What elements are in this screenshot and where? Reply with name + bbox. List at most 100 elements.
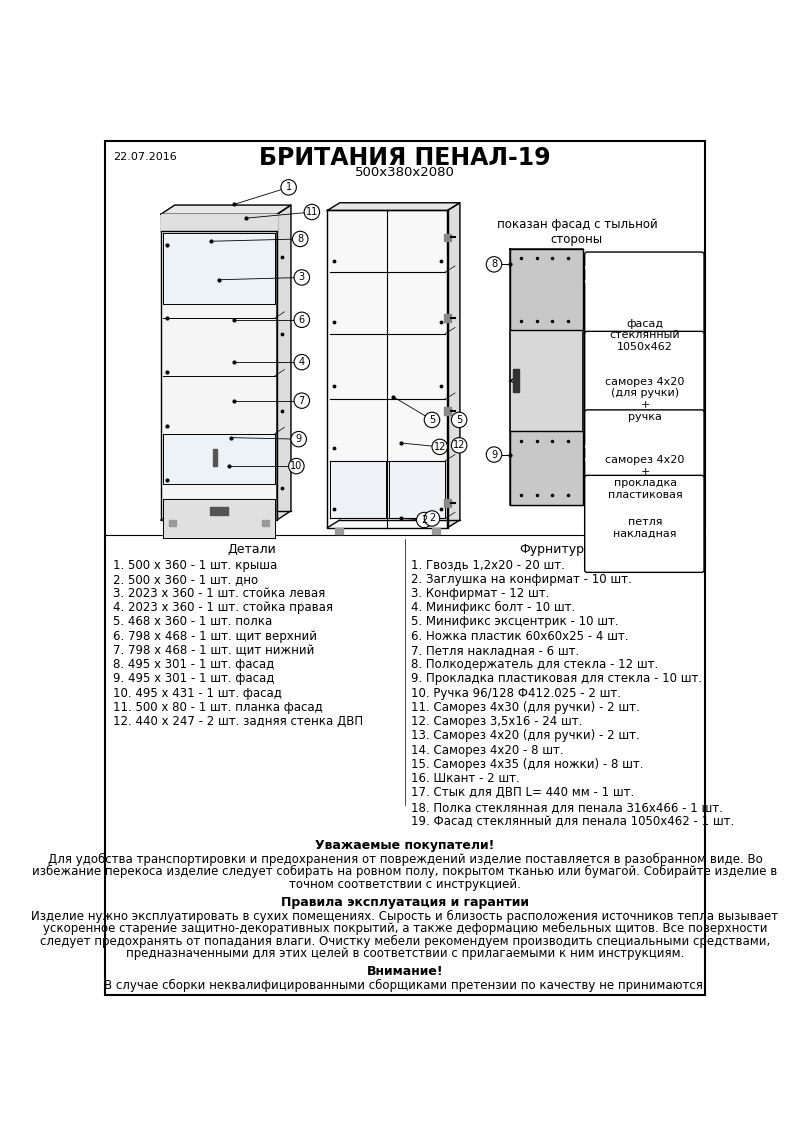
Polygon shape (447, 202, 460, 528)
Text: 6: 6 (299, 315, 305, 325)
Polygon shape (510, 249, 583, 505)
Text: 1. 500 х 360 - 1 шт. крыша: 1. 500 х 360 - 1 шт. крыша (113, 558, 277, 572)
Text: 6. Ножка пластик 60х60х25 - 4 шт.: 6. Ножка пластик 60х60х25 - 4 шт. (411, 630, 629, 642)
FancyBboxPatch shape (585, 332, 704, 459)
Text: 4: 4 (299, 357, 305, 367)
Text: 8. 495 х 301 - 1 шт. фасад: 8. 495 х 301 - 1 шт. фасад (113, 658, 274, 672)
Text: 1. Гвоздь 1,2х20 - 20 шт.: 1. Гвоздь 1,2х20 - 20 шт. (411, 558, 565, 572)
Text: Детали: Детали (227, 543, 276, 556)
Text: Правила эксплуатация и гарантии: Правила эксплуатация и гарантии (281, 897, 529, 909)
Circle shape (487, 256, 502, 272)
Polygon shape (389, 461, 446, 519)
Bar (583, 264, 595, 284)
Polygon shape (163, 500, 275, 538)
Text: саморез 4х20
+
прокладка
пластиковая: саморез 4х20 + прокладка пластиковая (605, 456, 685, 500)
Circle shape (294, 312, 310, 327)
Circle shape (416, 512, 432, 528)
FancyBboxPatch shape (585, 476, 704, 573)
Polygon shape (163, 233, 275, 305)
Text: 18. Полка стеклянная для пенала 316х466 - 1 шт.: 18. Полка стеклянная для пенала 316х466 … (411, 801, 723, 813)
Text: 10: 10 (290, 461, 303, 471)
Polygon shape (160, 205, 291, 214)
Polygon shape (168, 520, 176, 526)
Text: Фурнитура: Фурнитура (520, 543, 592, 556)
Text: следует предохранять от попадания влаги. Очистку мебели рекомендуем производить : следует предохранять от попадания влаги.… (40, 935, 770, 947)
Text: 11: 11 (306, 207, 318, 217)
Text: 13. Саморез 4х20 (для ручки) - 2 шт.: 13. Саморез 4х20 (для ручки) - 2 шт. (411, 729, 640, 742)
Text: 1: 1 (285, 182, 292, 192)
Text: 15. Саморез 4х35 (для ножки) - 8 шт.: 15. Саморез 4х35 (для ножки) - 8 шт. (411, 758, 644, 771)
Text: 9. Прокладка пластиковая для стекла - 10 шт.: 9. Прокладка пластиковая для стекла - 10… (411, 673, 702, 685)
Text: Уважаемые покупатели!: Уважаемые покупатели! (315, 839, 495, 852)
Text: 16. Шкант - 2 шт.: 16. Шкант - 2 шт. (411, 772, 520, 785)
Polygon shape (160, 214, 277, 232)
Text: 12: 12 (434, 442, 446, 452)
Text: 22.07.2016: 22.07.2016 (113, 152, 176, 162)
Text: 9: 9 (491, 450, 497, 459)
Text: 500x380x2080: 500x380x2080 (355, 165, 455, 179)
Polygon shape (510, 432, 583, 505)
Text: предназначенными для этих целей в соответствии с прилагаемыми к ним инструкциям.: предназначенными для этих целей в соотве… (126, 947, 684, 960)
Text: 11. Саморез 4х30 (для ручки) - 2 шт.: 11. Саморез 4х30 (для ручки) - 2 шт. (411, 701, 640, 714)
Circle shape (291, 432, 307, 447)
Text: 9. 495 х 301 - 1 шт. фасад: 9. 495 х 301 - 1 шт. фасад (113, 673, 274, 685)
Circle shape (288, 458, 304, 474)
Polygon shape (327, 202, 460, 210)
Polygon shape (209, 507, 228, 514)
Text: 5. 468 х 360 - 1 шт. полка: 5. 468 х 360 - 1 шт. полка (113, 615, 272, 629)
Polygon shape (327, 210, 447, 528)
Polygon shape (444, 500, 450, 507)
Polygon shape (277, 205, 291, 520)
Text: 4. 2023 х 360 - 1 шт. стойка правая: 4. 2023 х 360 - 1 шт. стойка правая (113, 601, 333, 614)
Text: 5: 5 (429, 415, 435, 425)
Text: показан фасад с тыльной
стороны: показан фасад с тыльной стороны (497, 218, 657, 246)
Text: Изделие нужно эксплуатировать в сухих помещениях. Сырость и близость расположени: Изделие нужно эксплуатировать в сухих по… (32, 910, 778, 924)
Polygon shape (432, 528, 440, 534)
Text: Для удобства транспортировки и предохранения от повреждений изделие поставляется: Для удобства транспортировки и предохран… (47, 853, 762, 866)
Circle shape (451, 412, 467, 428)
Text: 8: 8 (491, 260, 497, 269)
Text: 4. Минификс болт - 10 шт.: 4. Минификс болт - 10 шт. (411, 601, 575, 614)
Polygon shape (329, 461, 386, 519)
Polygon shape (335, 528, 343, 534)
Bar (583, 443, 595, 462)
Polygon shape (514, 369, 519, 393)
Text: ускоренное старение защитно-декоративных покрытий, а также деформацию мебельных : ускоренное старение защитно-декоративных… (43, 922, 767, 935)
Text: 8. Полкодержатель для стекла - 12 шт.: 8. Полкодержатель для стекла - 12 шт. (411, 658, 658, 672)
Circle shape (424, 412, 440, 428)
Text: петля
накладная: петля накладная (613, 516, 677, 539)
Circle shape (424, 511, 440, 526)
Text: саморез 4х20
(для ручки)
+
ручка: саморез 4х20 (для ручки) + ручка (605, 377, 685, 422)
Polygon shape (444, 314, 450, 322)
Text: 3. Конфирмат - 12 шт.: 3. Конфирмат - 12 шт. (411, 587, 550, 600)
Text: В случае сборки неквалифицированными сборщиками претензии по качеству не принима: В случае сборки неквалифицированными сбо… (103, 979, 706, 992)
Circle shape (304, 205, 320, 219)
Text: 14. Саморез 4х20 - 8 шт.: 14. Саморез 4х20 - 8 шт. (411, 744, 564, 757)
Text: 5: 5 (456, 415, 462, 425)
Circle shape (451, 438, 467, 453)
Text: 19. Фасад стеклянный для пенала 1050х462 - 1 шт.: 19. Фасад стеклянный для пенала 1050х462… (411, 814, 735, 828)
FancyBboxPatch shape (585, 252, 704, 411)
Circle shape (487, 447, 502, 462)
Text: 12: 12 (453, 440, 465, 450)
Text: 7. Петля накладная - 6 шт.: 7. Петля накладная - 6 шт. (411, 644, 579, 657)
Polygon shape (261, 520, 269, 526)
Text: 3: 3 (299, 272, 305, 282)
Polygon shape (213, 449, 217, 466)
Polygon shape (444, 407, 450, 414)
Text: фасад
стеклянный
1050х462: фасад стеклянный 1050х462 (610, 318, 680, 352)
Circle shape (292, 232, 308, 246)
Polygon shape (444, 234, 450, 241)
Polygon shape (163, 434, 275, 484)
Text: 7. 798 х 468 - 1 шт. щит нижний: 7. 798 х 468 - 1 шт. щит нижний (113, 644, 314, 657)
Text: 17. Стык для ДВП L= 440 мм - 1 шт.: 17. Стык для ДВП L= 440 мм - 1 шт. (411, 786, 634, 800)
FancyBboxPatch shape (585, 410, 704, 538)
Text: 2. Заглушка на конфирмат - 10 шт.: 2. Заглушка на конфирмат - 10 шт. (411, 573, 632, 586)
Circle shape (294, 270, 310, 285)
Text: БРИТАНИЯ ПЕНАЛ-19: БРИТАНИЯ ПЕНАЛ-19 (259, 146, 551, 170)
Text: 2: 2 (421, 515, 427, 525)
Text: 2: 2 (429, 513, 435, 523)
Text: 10. 495 х 431 - 1 шт. фасад: 10. 495 х 431 - 1 шт. фасад (113, 686, 281, 700)
Circle shape (281, 180, 296, 195)
Text: Внимание!: Внимание! (367, 965, 443, 979)
